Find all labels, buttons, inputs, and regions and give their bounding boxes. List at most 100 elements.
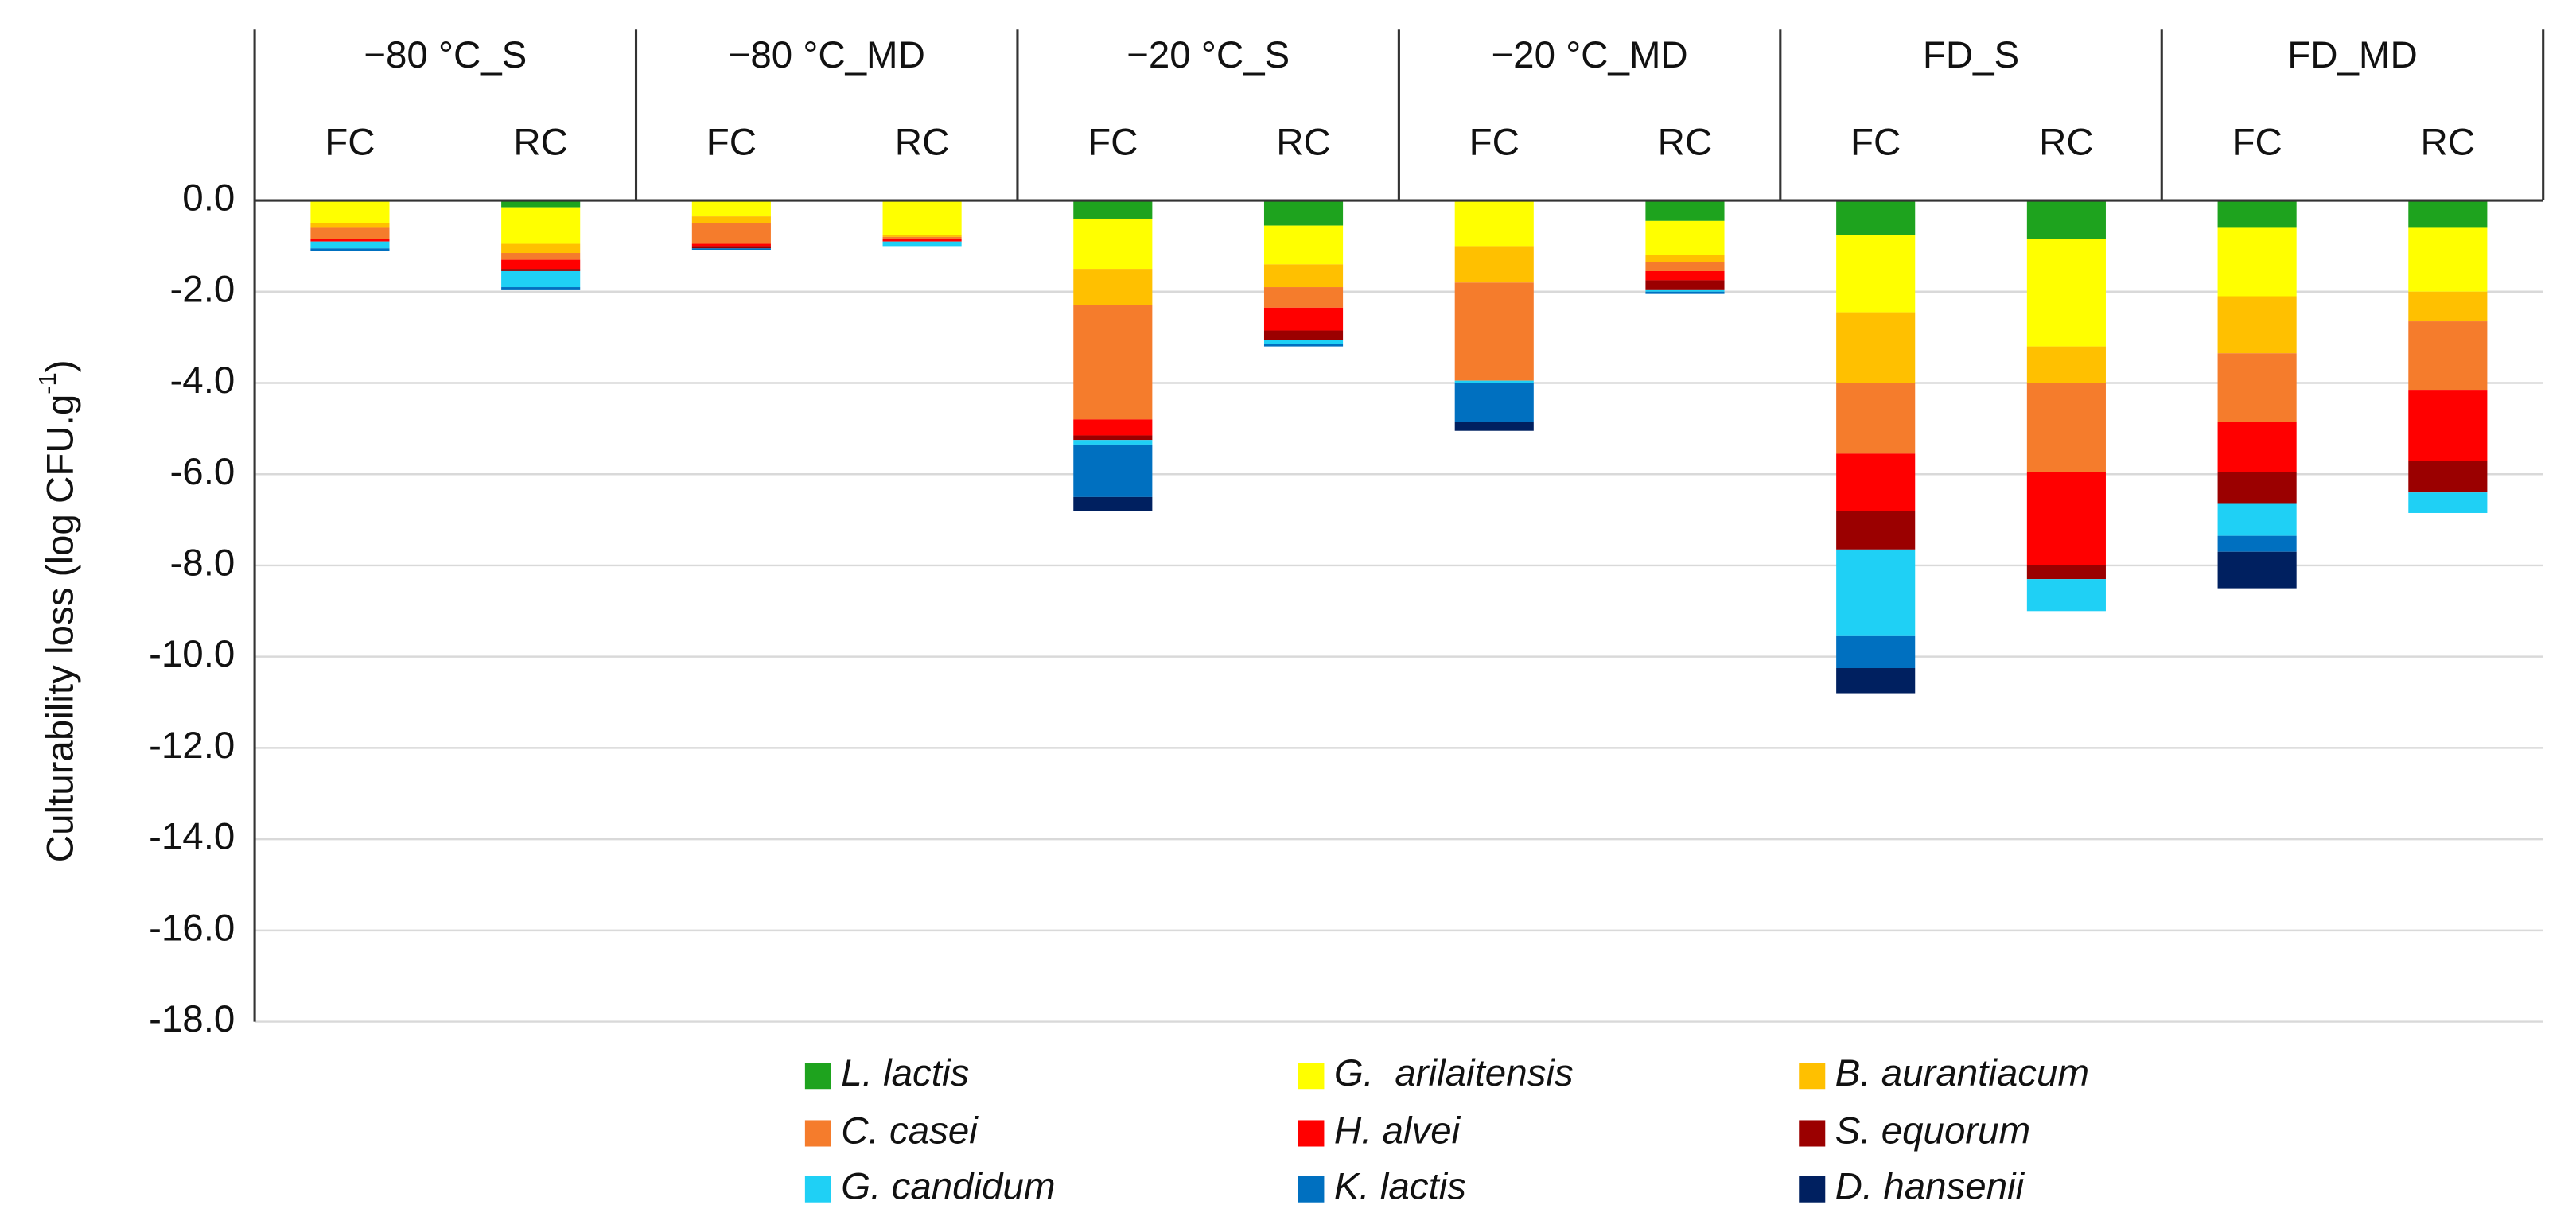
bar-segment [691,243,771,247]
legend-label: L. lactis [841,1052,969,1094]
bar-segment [691,248,771,250]
legend-label: S. equorum [1835,1110,2030,1152]
bar-segment [310,239,390,242]
bar-segment [882,200,962,235]
legend-label: G. arilaitensis [1334,1052,1574,1094]
bar-segment [2217,551,2297,589]
bar-segment [691,200,771,217]
x-tick-label: RC [1276,121,1331,163]
bar-segment [1645,291,1725,294]
y-tick-label: -10.0 [149,633,235,675]
bar-segment [2408,227,2488,292]
bar-segment [882,236,962,239]
bar-segment [1645,289,1725,292]
bar-segment [2026,579,2106,612]
bar-segment [2026,200,2106,239]
bar-segment [2217,200,2297,228]
bar-segment [1454,246,1534,283]
bar-segment [1836,635,1916,669]
legend-label: D. hansenii [1835,1166,2025,1208]
bar-segment [1263,287,1344,308]
bar-segment [882,241,962,247]
x-tick-label: RC [895,121,950,163]
bar-segment [310,248,390,251]
bar-segment [2026,565,2106,580]
legend-swatch [1298,1120,1325,1147]
bar-segment [1263,200,1344,226]
bar-segment [501,207,581,244]
x-tick-label: FC [325,121,375,163]
bar-segment [1836,511,1916,550]
bar-segment [1836,200,1916,235]
legend-label: G. candidum [841,1166,1055,1208]
bar-segment [2026,472,2106,565]
group-label: FD_S [1923,34,2019,76]
bar-segment [1645,270,1725,281]
bar-segment [691,216,771,223]
bar-segment [1263,339,1344,344]
y-label-main: Culturability loss (log CFU.g [39,394,81,862]
bar-segment [501,200,581,208]
bar-segment [1454,200,1534,247]
x-tick-label: FC [706,121,757,163]
legend-label: C. casei [841,1110,979,1152]
legend-swatch [804,1120,831,1147]
bar-segment [1263,344,1344,347]
bar-segment [691,246,771,249]
legend-swatch [1799,1176,1826,1203]
bar-segment [1454,422,1534,431]
bar-segment [310,241,390,249]
bar-segment [691,223,771,244]
bar-segment [501,270,581,288]
y-axis-label: Culturability loss (log CFU.g-1) [33,359,81,862]
bar-segment [2026,383,2106,472]
bar-segment [2408,200,2488,228]
bar-segment [1263,264,1344,288]
bar-segment [1645,280,1725,290]
bar-segment [1073,419,1153,436]
legend-swatch [1298,1176,1325,1203]
bar-segment [1263,225,1344,265]
y-tick-label: 0.0 [182,177,235,220]
legend-label: B. aurantiacum [1835,1052,2089,1094]
legend-swatch [1799,1063,1826,1090]
bar-segment [1263,330,1344,340]
bar-segment [882,239,962,242]
bar-segment [1454,282,1534,381]
bar-segment [1645,255,1725,262]
y-label-sup: -1 [33,372,61,394]
bar-segment [2217,422,2297,472]
bar-segment [882,235,962,237]
bar-segment [501,253,581,260]
bar-segment [1645,262,1725,271]
group-label: −80 °C_MD [729,34,925,76]
bar-segment [1836,312,1916,383]
group-label: −20 °C_S [1127,34,1290,76]
bar-segment [2217,353,2297,422]
bar-segment [310,200,390,223]
bar-segment [1073,200,1153,219]
legend-label: H. alvei [1334,1110,1461,1152]
bar-segment [2217,535,2297,552]
x-tick-label: FC [1850,121,1901,163]
bar-segment [1836,549,1916,636]
bar-segment [501,243,581,254]
legend-swatch [804,1176,831,1203]
x-tick-label: RC [513,121,568,163]
y-tick-label: -2.0 [169,268,235,310]
bar-segment [1645,200,1725,221]
bar-segment [1454,380,1534,383]
bar-segment [1073,496,1153,511]
bar-segment [1836,668,1916,694]
bar-segment [1836,235,1916,313]
y-tick-label: -8.0 [169,542,235,584]
y-tick-label: -16.0 [149,907,235,949]
bar-segment [1836,383,1916,454]
bar-segment [1073,305,1153,420]
bar-segment [501,287,581,290]
y-tick-label: -14.0 [149,816,235,858]
bar-segment [1263,307,1344,331]
bar-segment [1073,440,1153,445]
y-label-end: ) [39,359,81,372]
y-tick-label: -12.0 [149,725,235,767]
